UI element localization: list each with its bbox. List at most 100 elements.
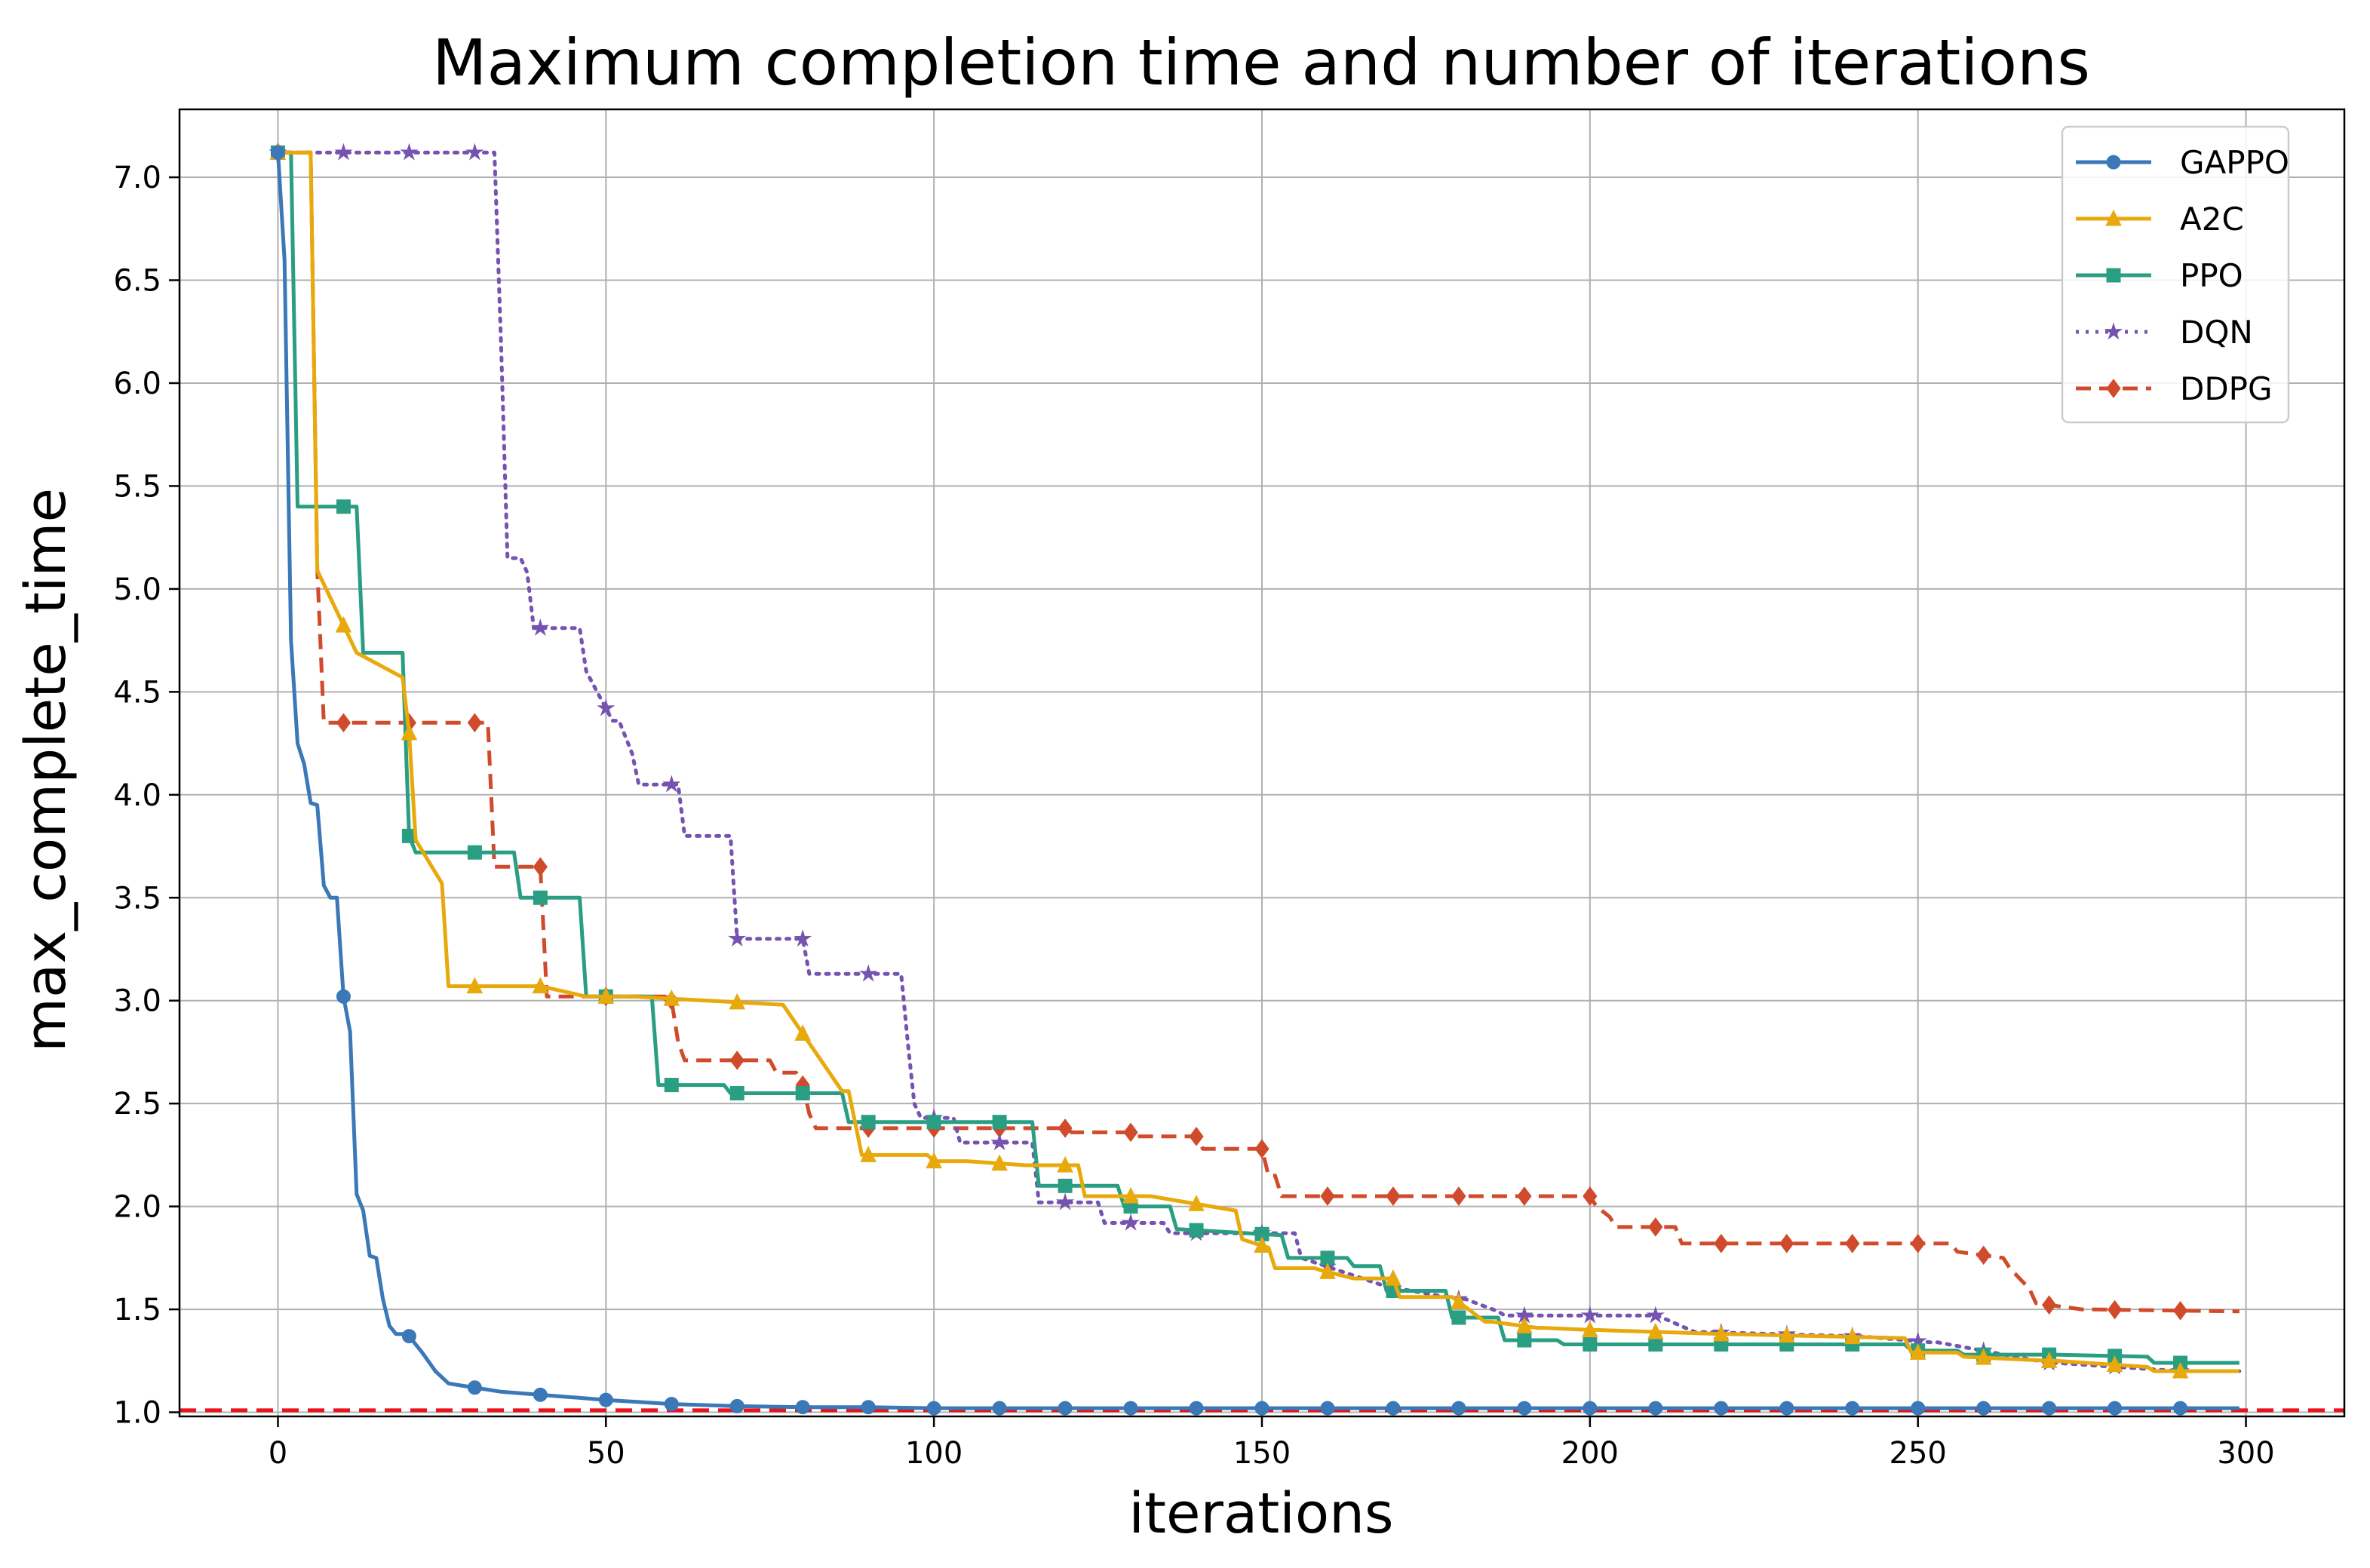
data-point [531,618,550,636]
data-point [1386,1401,1401,1416]
data-point [1451,1293,1467,1309]
data-point [795,1400,810,1415]
data-point [465,143,484,161]
data-point [1057,1155,1073,1173]
data-point [1320,1250,1335,1266]
data-point [1254,1139,1269,1159]
y-tick-label: 4.0 [113,778,161,813]
data-point [1844,1327,1861,1345]
data-point [2172,1300,2188,1321]
data-point [1714,1233,1729,1253]
data-point [1517,1333,1532,1348]
data-point [1320,1401,1335,1416]
data-point [926,1152,942,1169]
data-point [860,1146,876,1162]
x-tick-label: 300 [2217,1436,2274,1471]
data-point [1582,1321,1598,1337]
data-point [1647,1322,1664,1339]
data-point [2042,1295,2057,1315]
data-point [1648,1401,1663,1416]
data-point [336,989,351,1004]
data-point [401,723,418,741]
data-point [1058,1118,1073,1138]
data-point [400,143,419,161]
data-point [1778,1326,1795,1343]
data-point [1583,1336,1598,1352]
data-point [1976,1245,1991,1266]
data-point [1976,1401,1991,1416]
y-tick-label: 2.5 [113,1087,161,1122]
x-tick-label: 200 [1561,1436,1619,1471]
data-point [467,845,482,860]
legend-label: PPO [2180,257,2243,294]
data-point [729,993,746,1010]
data-point [401,1329,416,1344]
data-point [2107,1300,2123,1320]
data-point [1188,1195,1205,1211]
data-point [1779,1233,1794,1253]
data-point [598,1392,613,1407]
data-point [729,1398,744,1413]
data-point [1714,1401,1729,1416]
data-point [533,890,548,905]
data-point [1189,1223,1204,1238]
data-point [1451,1401,1466,1416]
legend-label: A2C [2180,201,2244,238]
grid [180,109,2344,1416]
data-point [1911,1233,1926,1253]
series-gappo [270,145,2240,1416]
data-point [861,1115,876,1130]
y-tick-label: 3.0 [113,984,161,1019]
data-point [859,964,878,982]
data-point [2040,1352,2058,1368]
plot-area [178,108,2346,1418]
data-point [1451,1186,1466,1206]
x-axis-ticks: 0 50 100 150 200 250 300 [269,1416,2275,1471]
y-tick-label: 7.0 [113,161,161,195]
series-line [276,150,2242,1373]
data-point [533,1387,548,1402]
data-point [270,145,285,160]
data-point [1583,1186,1598,1206]
data-point [991,1154,1008,1171]
data-point [662,775,681,793]
data-point [1254,1401,1269,1416]
data-point [861,1400,876,1415]
x-tick-label: 0 [269,1436,287,1471]
data-point [1386,1186,1401,1206]
legend-box [2061,125,2290,424]
series-line [278,150,2240,1365]
data-point [1517,1401,1532,1416]
data-point [794,929,812,947]
data-point [1909,1343,1926,1360]
legend-label: DQN [2180,314,2253,351]
data-point [532,977,549,994]
data-point [2108,1401,2123,1416]
y-tick-label: 4.5 [113,675,161,710]
y-axis-title: max_complete_time [14,488,78,1052]
x-tick-label: 150 [1233,1436,1291,1471]
legend-marker [2104,322,2123,340]
data-point [1845,1233,1860,1253]
data-point [2173,1401,2188,1416]
data-point [1058,1178,1073,1193]
data-point [335,615,352,633]
data-point [1123,1401,1138,1416]
data-point [664,1078,679,1093]
legend: GAPPO A2C PPO DQN DDPG [2061,125,2290,424]
y-tick-label: 5.0 [113,572,161,607]
data-point [1516,1317,1533,1333]
data-point [336,713,352,733]
data-point [1121,1213,1140,1231]
data-point [1189,1401,1204,1416]
data-point [1517,1186,1532,1206]
legend-marker [2106,155,2121,170]
data-point [1845,1401,1860,1416]
data-point [597,698,616,716]
data-point [664,1397,679,1412]
data-point [1058,1401,1073,1416]
chart-title: Maximum completion time and number of it… [432,26,2090,100]
data-point [1254,1236,1270,1253]
data-point [1646,1306,1665,1324]
y-tick-label: 1.0 [113,1396,161,1431]
